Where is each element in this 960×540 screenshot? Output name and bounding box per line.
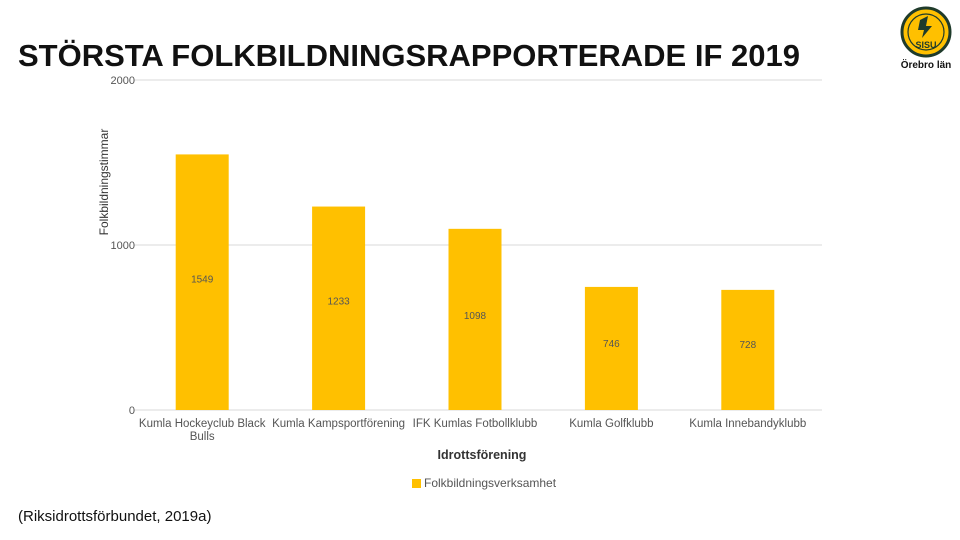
bars xyxy=(175,154,775,410)
y-tick-label: 1000 xyxy=(111,240,135,252)
data-label: 746 xyxy=(603,339,620,350)
y-tick-label: 2000 xyxy=(111,75,135,87)
category-label: Kumla Kampsportförening xyxy=(272,418,406,430)
x-axis-title: Idrottsförening xyxy=(437,448,527,462)
bar xyxy=(312,206,366,410)
y-tick-label: 0 xyxy=(129,405,135,417)
legend-swatch xyxy=(412,478,421,488)
data-label: 1233 xyxy=(327,297,350,308)
y-tick-labels: 0 1000 2000 xyxy=(111,75,135,417)
legend-label: Folkbildningsverksamhet xyxy=(424,476,557,490)
page-title: STÖRSTA FOLKBILDNINGSRAPPORTERADE IF 201… xyxy=(18,38,800,73)
source-citation: (Riksidrottsförbundet, 2019a) xyxy=(18,508,212,525)
logo-text: Örebro län xyxy=(900,60,952,71)
y-axis-title: Folkbildningstimmar xyxy=(97,128,111,236)
legend: Folkbildningsverksamhet xyxy=(412,476,556,490)
category-label: IFK Kumlas Fotbollklubb xyxy=(412,418,538,430)
data-labels: 1549 1233 1098 746 728 xyxy=(191,274,757,350)
category-label: Kumla Innebandyklubb xyxy=(689,418,807,430)
sisu-badge-icon: SISU xyxy=(900,6,952,58)
data-label: 1098 xyxy=(464,311,487,322)
data-label: 728 xyxy=(739,340,756,351)
category-label: Kumla Golfklubb xyxy=(569,418,654,430)
bar xyxy=(584,286,638,410)
data-label: 1549 xyxy=(191,274,214,285)
bar xyxy=(448,228,502,410)
bar xyxy=(175,154,229,410)
logo-badge-text: SISU xyxy=(915,40,936,50)
category-label: Kumla Hockeyclub Black Bulls xyxy=(138,418,266,443)
bar xyxy=(721,289,775,410)
